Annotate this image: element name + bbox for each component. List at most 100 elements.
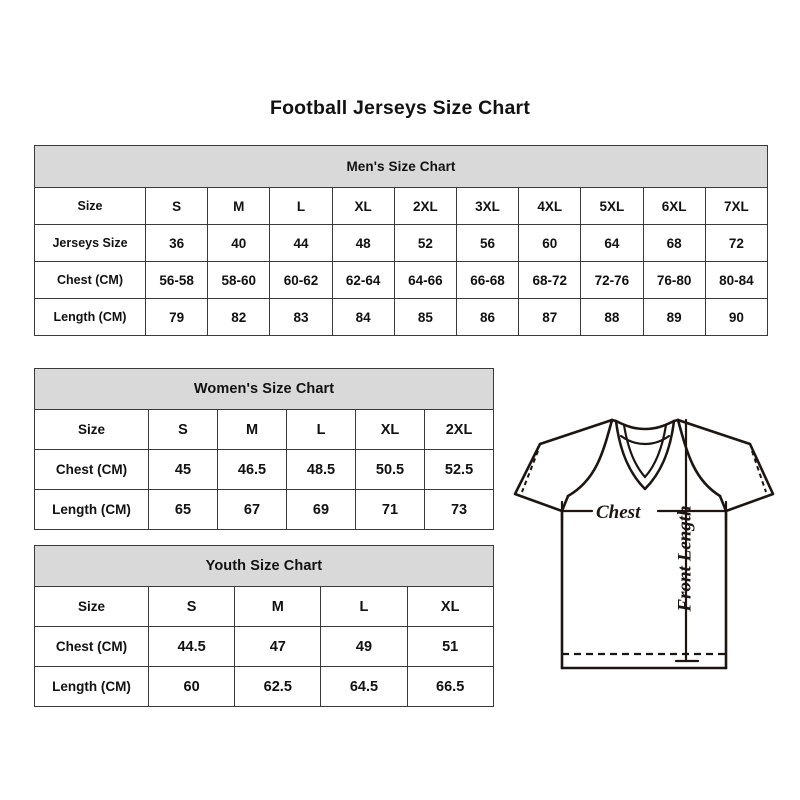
- table-row: Chest (CM) 56-58 58-60 60-62 62-64 64-66…: [34, 261, 768, 299]
- table-cell: 56: [455, 224, 520, 262]
- table-cell: 87: [518, 298, 582, 336]
- row-label-length: Length (CM): [34, 666, 149, 707]
- column-header-s: S: [144, 187, 209, 225]
- row-label-length: Length (CM): [34, 298, 146, 336]
- table-cell: 82: [207, 298, 271, 336]
- table-cell: 51: [406, 626, 494, 667]
- table-cell: 89: [642, 298, 706, 336]
- table-cell: 49: [320, 626, 408, 667]
- table-cell: 69: [286, 489, 356, 530]
- table-row: Chest (CM) 44.5 47 49 51: [34, 626, 494, 667]
- table-cell: 62.5: [234, 666, 322, 707]
- column-header-size: Size: [34, 187, 146, 225]
- table-cell: 60: [147, 666, 236, 707]
- table-cell: 64: [580, 224, 644, 262]
- table-cell: 64.5: [320, 666, 408, 707]
- table-band-row: Women's Size Chart: [33, 368, 495, 410]
- table-cell: 76-80: [642, 261, 706, 299]
- table-row: Length (CM) 60 62.5 64.5 66.5: [34, 666, 494, 707]
- table-cell: 46.5: [217, 449, 287, 490]
- table-cell: 83: [269, 298, 333, 336]
- table-cell: 85: [393, 298, 457, 336]
- table-band-row: Men's Size Chart: [34, 145, 768, 188]
- column-header-size: Size: [34, 409, 149, 450]
- column-header-4xl: 4XL: [518, 187, 582, 225]
- chest-measure-label: Chest: [596, 502, 641, 523]
- table-header-row: Size S M L XL 2XL 3XL 4XL 5XL 6XL 7XL: [34, 187, 768, 225]
- column-header-l: L: [286, 409, 356, 450]
- table-cell: 44.5: [147, 626, 236, 667]
- table-cell: 48.5: [286, 449, 356, 490]
- table-cell: 48: [331, 224, 395, 262]
- table-cell: 90: [704, 298, 768, 336]
- column-header-m: M: [207, 187, 271, 225]
- column-header-l: L: [269, 187, 333, 225]
- table-cell: 84: [331, 298, 395, 336]
- table-cell: 72-76: [580, 261, 644, 299]
- column-header-xl: XL: [355, 409, 425, 450]
- table-cell: 66-68: [455, 261, 520, 299]
- row-label-chest: Chest (CM): [34, 261, 146, 299]
- table-cell: 52.5: [423, 449, 495, 490]
- table-cell: 40: [207, 224, 271, 262]
- womens-size-table: Women's Size Chart Size S M L XL 2XL Che…: [33, 368, 495, 530]
- table-cell: 65: [148, 489, 218, 530]
- column-header-m: M: [234, 586, 322, 627]
- womens-table-title: Women's Size Chart: [33, 368, 495, 410]
- table-row: Chest (CM) 45 46.5 48.5 50.5 52.5: [34, 449, 495, 490]
- table-cell: 44: [269, 224, 333, 262]
- table-row: Jerseys Size 36 40 44 48 52 56 60 64 68 …: [34, 224, 768, 262]
- table-cell: 67: [217, 489, 287, 530]
- table-cell: 68-72: [518, 261, 582, 299]
- table-cell: 50.5: [355, 449, 425, 490]
- youth-size-table: Youth Size Chart Size S M L XL Chest (CM…: [34, 545, 494, 707]
- front-length-measure-label: Front Length: [674, 505, 695, 612]
- table-cell: 79: [144, 298, 209, 336]
- table-cell: 68: [642, 224, 706, 262]
- mens-table-title: Men's Size Chart: [34, 145, 768, 188]
- column-header-2xl: 2XL: [423, 409, 495, 450]
- table-band-row: Youth Size Chart: [34, 545, 494, 587]
- table-row: Length (CM) 65 67 69 71 73: [34, 489, 495, 530]
- column-header-3xl: 3XL: [455, 187, 520, 225]
- table-header-row: Size S M L XL 2XL: [34, 409, 495, 450]
- column-header-xl: XL: [406, 586, 494, 627]
- column-header-l: L: [320, 586, 408, 627]
- row-label-chest: Chest (CM): [34, 626, 149, 667]
- table-cell: 60: [518, 224, 582, 262]
- column-header-m: M: [217, 409, 287, 450]
- row-label-jerseys-size: Jerseys Size: [34, 224, 146, 262]
- table-cell: 86: [455, 298, 520, 336]
- column-header-s: S: [147, 586, 236, 627]
- youth-table-title: Youth Size Chart: [34, 545, 494, 587]
- row-label-length: Length (CM): [34, 489, 149, 530]
- table-cell: 72: [704, 224, 768, 262]
- table-cell: 47: [234, 626, 322, 667]
- table-cell: 62-64: [331, 261, 395, 299]
- column-header-2xl: 2XL: [393, 187, 457, 225]
- column-header-size: Size: [34, 586, 149, 627]
- page-title: Football Jerseys Size Chart: [269, 97, 531, 119]
- column-header-s: S: [148, 409, 218, 450]
- table-cell: 56-58: [144, 261, 209, 299]
- table-header-row: Size S M L XL: [34, 586, 494, 627]
- table-cell: 66.5: [406, 666, 494, 707]
- table-cell: 64-66: [393, 261, 457, 299]
- column-header-7xl: 7XL: [704, 187, 768, 225]
- table-cell: 73: [423, 489, 495, 530]
- table-cell: 71: [355, 489, 425, 530]
- table-cell: 36: [144, 224, 209, 262]
- row-label-chest: Chest (CM): [34, 449, 149, 490]
- column-header-5xl: 5XL: [580, 187, 644, 225]
- table-cell: 58-60: [207, 261, 271, 299]
- table-cell: 52: [393, 224, 457, 262]
- jersey-measurement-diagram: Chest Front Length: [500, 398, 785, 698]
- table-cell: 88: [580, 298, 644, 336]
- table-cell: 60-62: [269, 261, 333, 299]
- column-header-6xl: 6XL: [642, 187, 706, 225]
- mens-size-table: Men's Size Chart Size S M L XL 2XL 3XL 4…: [34, 145, 768, 336]
- column-header-xl: XL: [331, 187, 395, 225]
- table-cell: 80-84: [704, 261, 768, 299]
- table-row: Length (CM) 79 82 83 84 85 86 87 88 89 9…: [34, 298, 768, 336]
- table-cell: 45: [148, 449, 218, 490]
